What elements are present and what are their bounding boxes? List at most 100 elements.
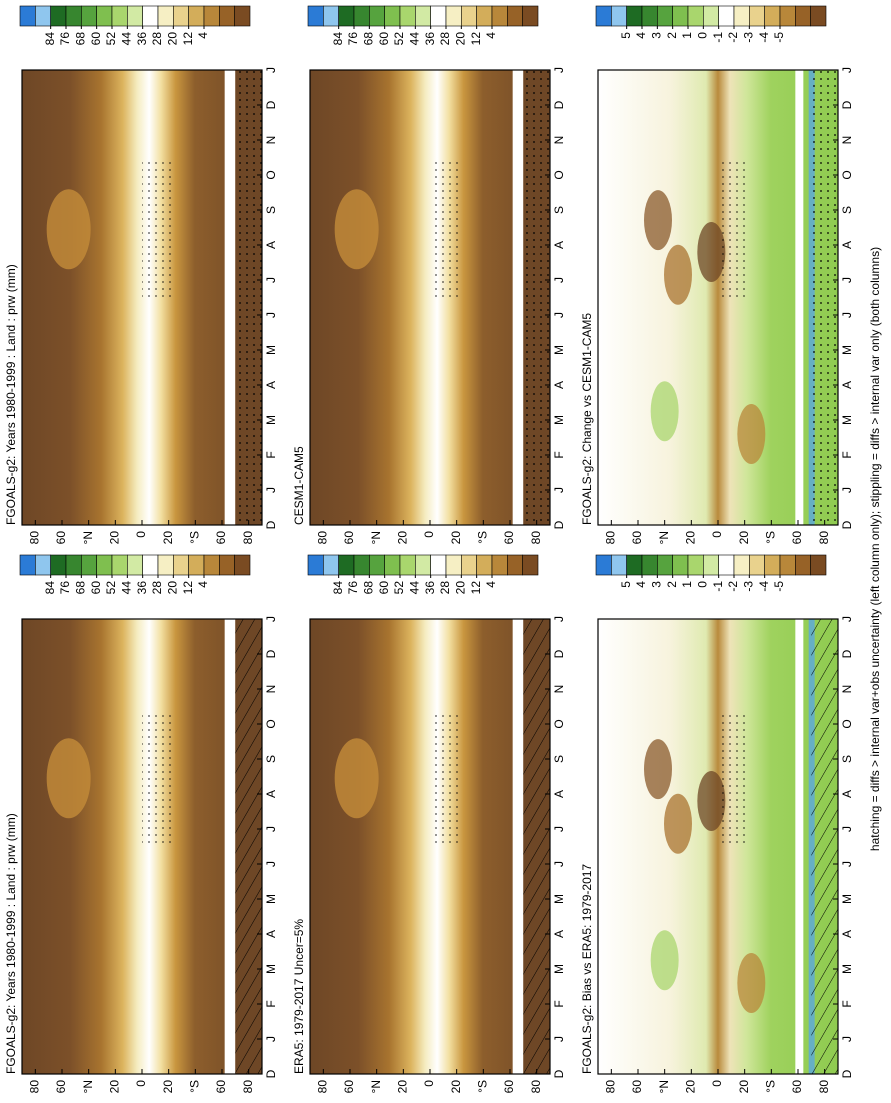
colorbar-label: 84 — [331, 32, 345, 46]
colorbar-label: 28 — [438, 581, 452, 595]
lat-label: 60 — [342, 531, 356, 545]
colorbar-label: 5 — [619, 581, 633, 588]
lat-label: 60 — [790, 531, 804, 545]
colorbar-label: 76 — [346, 32, 360, 46]
lat-label: °S — [476, 531, 490, 544]
lat-label: °N — [657, 531, 671, 544]
month-label: J — [552, 67, 566, 73]
month-label: J — [264, 826, 278, 832]
colorbar-swatch — [733, 554, 750, 576]
month-label: J — [264, 67, 278, 73]
month-label: A — [264, 790, 278, 798]
colorbar-label: 44 — [408, 32, 422, 46]
panel-title: CESM1-CAM5 — [292, 446, 306, 525]
colorbar-label: 12 — [181, 581, 195, 595]
colorbar-swatch — [384, 554, 401, 576]
lat-label: 20 — [396, 531, 410, 545]
colorbar-swatch — [96, 554, 113, 576]
colorbar-label: 12 — [469, 32, 483, 46]
panel: ERA5: 1979-2017 Uncer=5% D J F M A M J J A S O N D J 80… — [292, 554, 566, 1094]
month-label: M — [552, 415, 566, 425]
month-label: J — [840, 277, 854, 283]
colorbar-label: 68 — [362, 32, 376, 46]
colorbar-label: 84 — [43, 581, 57, 595]
lat-label: 0 — [422, 531, 436, 538]
lat-label: 80 — [817, 531, 831, 545]
colorbar-label: 3 — [650, 581, 664, 588]
overlay — [718, 161, 748, 298]
colorbar-swatch — [369, 5, 385, 27]
month-label: D — [840, 649, 854, 658]
month-label: A — [552, 790, 566, 798]
colorbar-swatch — [430, 554, 447, 576]
colorbar-label: -2 — [726, 32, 740, 43]
colorbar-label: 0 — [696, 581, 710, 588]
month-label: D — [264, 520, 278, 529]
overlay — [430, 710, 460, 847]
colorbar-label: 36 — [423, 32, 437, 46]
field-feature — [650, 930, 679, 991]
colorbar-label: 60 — [377, 581, 391, 595]
month-label: N — [264, 136, 278, 145]
colorbar-swatch — [476, 5, 493, 27]
colorbar-label: 36 — [135, 581, 149, 595]
lat-label: 80 — [529, 1080, 543, 1094]
month-label: D — [840, 100, 854, 109]
month-label: D — [840, 520, 854, 529]
colorbar-swatch — [595, 554, 612, 576]
colorbar-label: 52 — [104, 32, 118, 46]
colorbar-swatch — [142, 5, 159, 27]
colorbar-swatch — [173, 5, 189, 27]
month-label: A — [840, 381, 854, 389]
colorbar-label: 76 — [346, 581, 360, 595]
month-label: F — [552, 1000, 566, 1007]
colorbar-label: 60 — [377, 32, 391, 46]
colorbar-swatch — [491, 5, 508, 27]
month-label: N — [840, 685, 854, 694]
colorbar-label: -1 — [711, 32, 725, 43]
colorbar-swatch — [779, 554, 796, 576]
panel-title: ERA5: 1979-2017 Uncer=5% — [292, 919, 306, 1074]
colorbar-swatch — [687, 5, 704, 27]
month-label: O — [840, 170, 854, 179]
month-label: O — [264, 719, 278, 728]
field-feature — [737, 953, 766, 1013]
lat-label: 80 — [529, 531, 543, 545]
panel: FGOALS-g2: Years 1980-1999 : Land : prw … — [4, 554, 278, 1093]
month-label: J — [552, 312, 566, 318]
field-feature — [737, 404, 766, 464]
month-label: N — [552, 136, 566, 145]
month-label: D — [840, 1069, 854, 1078]
colorbar-swatch — [491, 554, 508, 576]
month-label: O — [264, 170, 278, 179]
colorbar-swatch — [657, 554, 673, 576]
colorbar-swatch — [507, 554, 523, 576]
month-label: M — [264, 964, 278, 974]
month-label: J — [840, 826, 854, 832]
month-label: M — [840, 345, 854, 355]
colorbar-swatch — [323, 5, 339, 27]
colorbar-label: 4 — [484, 32, 498, 39]
field-feature — [650, 381, 679, 442]
colorbar-swatch — [81, 554, 97, 576]
lat-label: 20 — [108, 531, 122, 545]
lat-label: 20 — [161, 531, 175, 545]
colorbar-label: 28 — [150, 581, 164, 595]
colorbar-label: 20 — [454, 581, 468, 595]
field-feature — [334, 189, 379, 270]
colorbar-label: 1 — [680, 32, 694, 39]
month-label: F — [264, 451, 278, 458]
month-label: A — [264, 241, 278, 249]
colorbar-swatch — [764, 554, 781, 576]
month-label: A — [552, 930, 566, 938]
lat-label: 20 — [684, 1080, 698, 1094]
month-label: J — [840, 312, 854, 318]
month-label: D — [264, 649, 278, 658]
colorbar-swatch — [384, 5, 401, 27]
colorbar-label: 5 — [619, 32, 633, 39]
colorbar-swatch — [35, 554, 51, 576]
month-label: D — [264, 1069, 278, 1078]
lat-label: 60 — [790, 1080, 804, 1094]
lat-label: 20 — [684, 531, 698, 545]
